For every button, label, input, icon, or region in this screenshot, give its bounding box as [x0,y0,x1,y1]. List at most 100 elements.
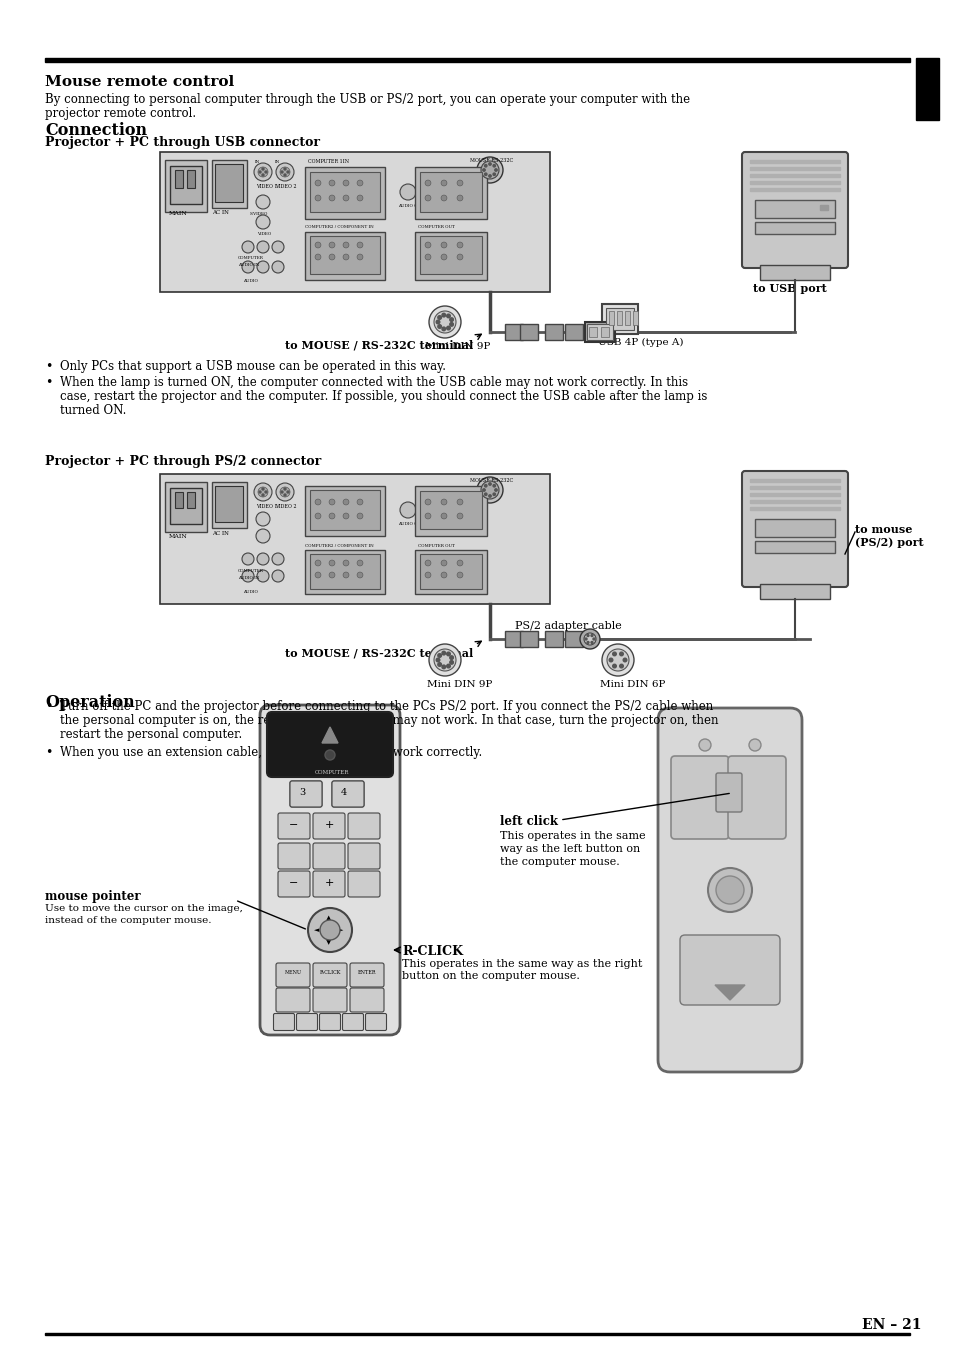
Circle shape [488,494,491,497]
Bar [624,311,629,326]
Bar [605,308,634,330]
Circle shape [441,313,445,317]
Circle shape [343,242,349,249]
Bar [415,232,486,280]
FancyBboxPatch shape [342,1013,363,1031]
Circle shape [456,195,462,201]
Text: When the lamp is turned ON, the computer connected with the USB cable may not wo: When the lamp is turned ON, the computer… [60,376,687,389]
Text: ENTER: ENTER [357,970,375,975]
Circle shape [314,254,320,259]
Circle shape [488,174,491,177]
Text: ◄: ◄ [314,925,319,934]
Text: MOUSE RS-232C: MOUSE RS-232C [470,478,513,484]
Text: 2: 2 [340,788,347,797]
Bar [749,174,840,177]
Circle shape [484,173,486,176]
Text: Connection: Connection [45,122,147,139]
Text: S-VIDEO: S-VIDEO [250,212,268,216]
Text: Mini DIN 9P: Mini DIN 9P [424,342,490,351]
Circle shape [437,324,441,328]
Bar [749,168,840,170]
Circle shape [456,571,462,578]
Bar [165,159,207,212]
Circle shape [456,180,462,186]
Circle shape [356,242,363,249]
Circle shape [257,168,268,177]
Circle shape [255,195,270,209]
Text: •: • [45,700,52,713]
Bar [419,236,481,274]
Text: 1: 1 [298,788,305,797]
Circle shape [619,665,622,667]
Circle shape [434,311,456,332]
Bar [754,519,834,536]
Circle shape [424,242,431,249]
Circle shape [493,485,495,486]
Text: IN: IN [254,159,260,163]
Bar [419,554,481,589]
Bar [305,486,385,536]
Circle shape [242,261,253,273]
Text: AC IN: AC IN [212,531,229,536]
FancyBboxPatch shape [716,773,741,812]
Text: Projector + PC through USB connector: Projector + PC through USB connector [45,136,319,149]
Bar [160,153,550,292]
Circle shape [619,653,622,655]
Circle shape [256,570,269,582]
Circle shape [329,513,335,519]
Bar [310,172,379,212]
Circle shape [476,477,502,503]
Circle shape [480,481,498,499]
FancyBboxPatch shape [332,781,364,807]
FancyBboxPatch shape [313,988,347,1012]
Circle shape [356,254,363,259]
Circle shape [265,490,267,493]
Text: COMPUTER2 / COMPONENT IN: COMPUTER2 / COMPONENT IN [305,226,374,230]
Circle shape [606,648,628,671]
Circle shape [356,180,363,186]
Circle shape [242,240,253,253]
Bar [174,492,183,508]
Circle shape [314,180,320,186]
Text: to USB port: to USB port [752,282,826,295]
Text: the personal computer is on, the remote control mouse may not work. In that case: the personal computer is on, the remote … [60,713,718,727]
Text: AUDIO IN: AUDIO IN [237,576,259,580]
Circle shape [329,571,335,578]
Text: AUDIO IN: AUDIO IN [237,263,259,267]
Bar [601,304,638,334]
Text: This operates in the same: This operates in the same [499,831,645,842]
Circle shape [495,169,497,172]
Circle shape [356,499,363,505]
Text: •: • [45,359,52,373]
Polygon shape [322,727,337,743]
Circle shape [325,750,335,761]
Circle shape [314,499,320,505]
Circle shape [456,499,462,505]
Text: VIDEO 1: VIDEO 1 [255,184,277,189]
Circle shape [456,254,462,259]
Circle shape [262,494,264,496]
Text: COMPUTER: COMPUTER [237,255,264,259]
FancyBboxPatch shape [670,757,728,839]
Text: to MOUSE / RS-232C terminal: to MOUSE / RS-232C terminal [285,340,473,351]
Circle shape [329,499,335,505]
FancyBboxPatch shape [296,1013,317,1031]
Circle shape [456,513,462,519]
Bar [165,482,207,532]
Circle shape [440,513,447,519]
Circle shape [257,486,268,497]
FancyBboxPatch shape [348,813,379,839]
Circle shape [441,327,445,331]
Circle shape [356,513,363,519]
Bar [608,311,614,326]
FancyBboxPatch shape [741,153,847,267]
Circle shape [446,653,450,655]
Text: •: • [45,746,52,759]
Circle shape [281,490,283,493]
Circle shape [590,642,593,643]
Bar [519,631,537,647]
Text: USB 4P (type A): USB 4P (type A) [598,338,682,347]
FancyBboxPatch shape [365,1013,386,1031]
Circle shape [437,654,441,658]
Circle shape [495,489,497,492]
